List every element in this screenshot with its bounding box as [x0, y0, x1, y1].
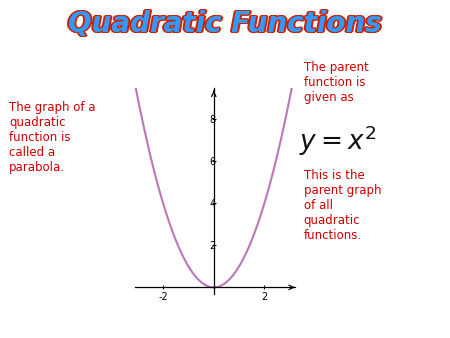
Text: The parent
function is
given as: The parent function is given as: [304, 61, 369, 104]
Text: Quadratic Functions: Quadratic Functions: [70, 10, 384, 38]
Text: Quadratic Functions: Quadratic Functions: [69, 11, 383, 39]
Text: The graph of a
quadratic
function is
called a
parabola.: The graph of a quadratic function is cal…: [9, 101, 95, 174]
Text: Quadratic Functions: Quadratic Functions: [68, 10, 382, 38]
Text: Quadratic Functions: Quadratic Functions: [66, 10, 380, 38]
Text: Quadratic Functions: Quadratic Functions: [67, 11, 381, 39]
Text: This is the
parent graph
of all
quadratic
functions.: This is the parent graph of all quadrati…: [304, 169, 381, 242]
Text: Quadratic Functions: Quadratic Functions: [69, 9, 383, 37]
Text: Quadratic Functions: Quadratic Functions: [68, 9, 382, 37]
Text: Quadratic Functions: Quadratic Functions: [68, 11, 382, 40]
Text: Quadratic Functions: Quadratic Functions: [67, 9, 381, 37]
Text: $y = x^2$: $y = x^2$: [299, 123, 377, 158]
